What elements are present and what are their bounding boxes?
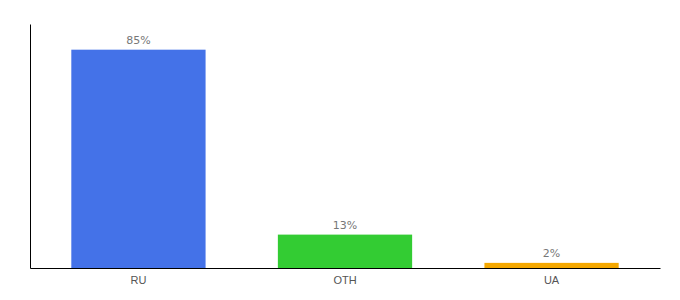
x-axis: RU OTH UA xyxy=(31,269,661,286)
bar xyxy=(278,235,412,268)
x-tick-label: UA xyxy=(544,274,560,286)
x-tick: UA xyxy=(544,274,560,286)
y-axis-line xyxy=(30,25,31,269)
plot-area: RU OTH UA 85% 13% 2% xyxy=(31,25,661,286)
bar xyxy=(484,263,618,268)
x-axis-line xyxy=(31,268,661,269)
data-labels: 85% 13% 2% xyxy=(126,34,560,260)
bars xyxy=(71,50,618,268)
data-label: 13% xyxy=(333,219,357,232)
x-tick-label: OTH xyxy=(333,274,356,286)
y-axis xyxy=(30,25,31,269)
chart-svg: RU OTH UA 85% 13% 2% xyxy=(0,0,680,300)
x-tick: RU xyxy=(130,274,146,286)
x-tick-label: RU xyxy=(130,274,146,286)
data-label: 2% xyxy=(543,247,560,260)
x-tick: OTH xyxy=(333,274,356,286)
data-label: 85% xyxy=(126,34,150,47)
chart-container: RU OTH UA 85% 13% 2% xyxy=(0,0,680,300)
bar xyxy=(71,50,205,268)
